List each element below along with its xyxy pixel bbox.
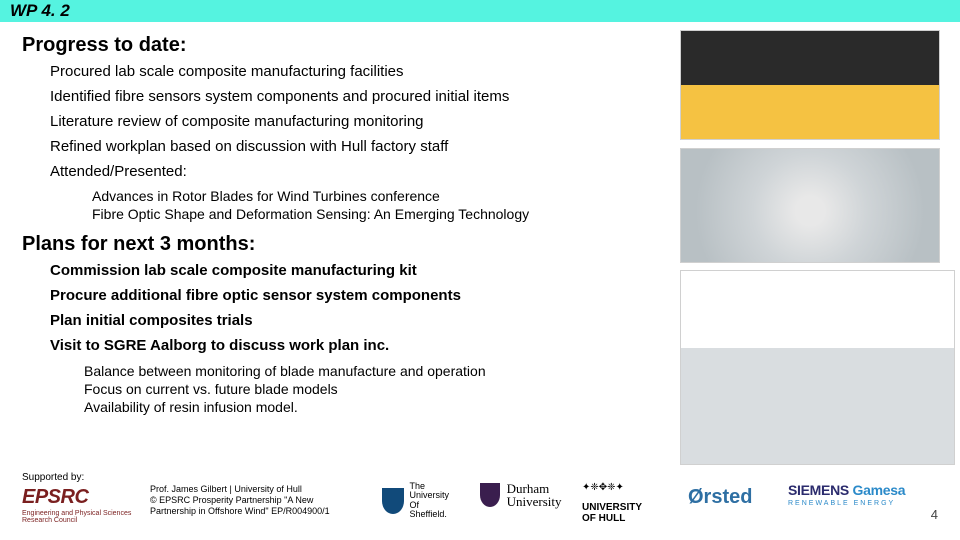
attended-sub: Advances in Rotor Blades for Wind Turbin… [92, 188, 662, 206]
progress-item: Procured lab scale composite manufacturi… [50, 63, 662, 80]
image-composite-plate [680, 148, 940, 263]
page-number: 4 [931, 507, 938, 522]
credit-block: Prof. James Gilbert | University of Hull… [150, 484, 360, 516]
plans-item: Commission lab scale composite manufactu… [50, 262, 662, 279]
shield-icon [382, 488, 404, 514]
titlebar: WP 4. 2 [0, 0, 960, 22]
plans-item: Visit to SGRE Aalborg to discuss work pl… [50, 337, 662, 354]
plans-item: Procure additional fibre optic sensor sy… [50, 287, 662, 304]
plans-heading: Plans for next 3 months: [22, 233, 662, 256]
slide: WP 4. 2 Progress to date: Procured lab s… [0, 0, 960, 540]
logo-siemens-sub: RENEWABLE ENERGY [788, 500, 895, 507]
logo-hull: ✦❈✥❈✦ UNIVERSITY OF HULL [582, 482, 662, 524]
visit-sub: Availability of resin infusion model. [84, 398, 662, 416]
progress-item: Refined workplan based on discussion wit… [50, 138, 662, 155]
visit-sub: Balance between monitoring of blade manu… [84, 362, 662, 380]
supported-by-label: Supported by: [22, 472, 84, 483]
image-splicer-kit [680, 30, 940, 140]
progress-heading: Progress to date: [22, 34, 662, 57]
credit-line: Prof. James Gilbert | University of Hull [150, 484, 360, 495]
visit-sub: Focus on current vs. future blade models [84, 380, 662, 398]
logo-sheffield: The University Of Sheffield. [382, 482, 462, 520]
titlebar-label: WP 4. 2 [10, 1, 70, 21]
shield-icon [480, 483, 500, 507]
logo-durham: Durham University [480, 482, 572, 508]
slide-body: Progress to date: Procured lab scale com… [22, 28, 662, 417]
credit-line: Partnership in Offshore Wind" EP/R004900… [150, 506, 360, 517]
epsrc-sub: Engineering and Physical SciencesResearc… [22, 510, 131, 524]
progress-item: Literature review of composite manufactu… [50, 113, 662, 130]
plans-item: Plan initial composites trials [50, 312, 662, 329]
crest-icon: ✦❈✥❈✦ [582, 482, 612, 502]
logo-orsted: Ørsted [688, 486, 752, 509]
attended-sub: Fibre Optic Shape and Deformation Sensin… [92, 206, 662, 224]
epsrc-logo: EPSRC [22, 486, 88, 509]
progress-item: Attended/Presented: [50, 163, 662, 180]
logo-siemens-gamesa: SIEMENS Gamesa [788, 482, 905, 498]
credit-line: © EPSRC Prosperity Partnership "A New [150, 495, 360, 506]
footer: Supported by: EPSRC Engineering and Phys… [22, 476, 938, 534]
image-infusion-table [680, 270, 955, 465]
progress-item: Identified fibre sensors system componen… [50, 88, 662, 105]
